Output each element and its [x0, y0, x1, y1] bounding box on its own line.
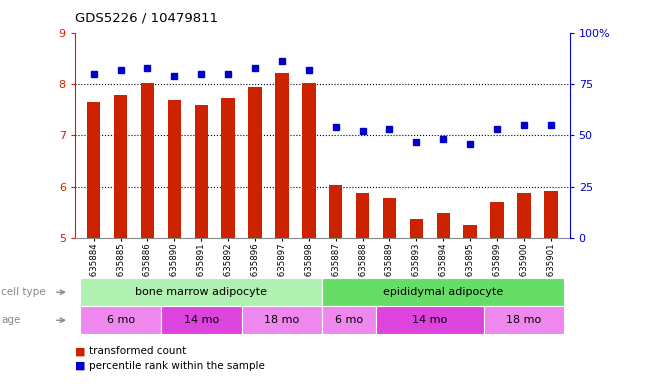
- Bar: [195, 104, 208, 238]
- Bar: [141, 83, 154, 238]
- Bar: [275, 73, 288, 238]
- Bar: [383, 198, 396, 238]
- Text: 14 mo: 14 mo: [184, 315, 219, 325]
- Bar: [221, 98, 235, 238]
- Text: 6 mo: 6 mo: [107, 315, 135, 325]
- Text: 18 mo: 18 mo: [264, 315, 299, 325]
- Text: 14 mo: 14 mo: [412, 315, 447, 325]
- Text: transformed count: transformed count: [89, 346, 186, 356]
- Text: GDS5226 / 10479811: GDS5226 / 10479811: [75, 12, 218, 25]
- Text: cell type: cell type: [1, 287, 46, 297]
- Text: ■: ■: [75, 361, 85, 371]
- Bar: [114, 95, 128, 238]
- Bar: [329, 185, 342, 238]
- Bar: [248, 86, 262, 238]
- Bar: [87, 102, 100, 238]
- Text: percentile rank within the sample: percentile rank within the sample: [89, 361, 265, 371]
- Bar: [302, 83, 316, 238]
- Bar: [437, 214, 450, 238]
- Text: age: age: [1, 315, 21, 325]
- Bar: [168, 101, 181, 238]
- Bar: [409, 218, 423, 238]
- Bar: [356, 193, 369, 238]
- Bar: [517, 193, 531, 238]
- Text: bone marrow adipocyte: bone marrow adipocyte: [135, 287, 268, 297]
- Bar: [544, 191, 557, 238]
- Text: epididymal adipocyte: epididymal adipocyte: [383, 287, 503, 297]
- Text: 18 mo: 18 mo: [506, 315, 542, 325]
- Text: ■: ■: [75, 346, 85, 356]
- Bar: [464, 225, 477, 238]
- Bar: [490, 202, 504, 238]
- Text: 6 mo: 6 mo: [335, 315, 363, 325]
